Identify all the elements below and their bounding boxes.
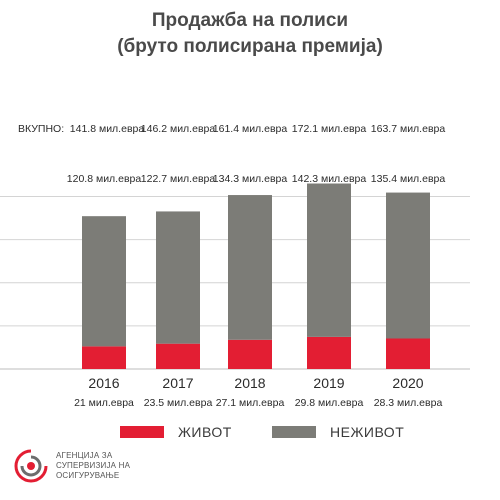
total-value-2020: 163.7 мил.евра [371, 123, 446, 135]
life-value-2019: 29.8 мил.евра [295, 397, 364, 409]
life-value-2018: 27.1 мил.евра [216, 397, 285, 409]
total-value-2017: 146.2 мил.евра [141, 123, 216, 135]
nonlife-value-2018: 134.3 мил.евра [213, 173, 288, 185]
logo-line-1: АГЕНЦИЈА ЗА [56, 451, 113, 460]
bar-nonlife-2017 [156, 211, 200, 344]
legend-label-nonlife: НЕЖИВОТ [330, 424, 405, 440]
agency-logo-icon [14, 449, 48, 483]
agency-logo: АГЕНЦИЈА ЗА СУПЕРВИЗИЈА НА ОСИГУРУВАЊЕ [14, 449, 136, 483]
nonlife-value-2020: 135.4 мил.евра [371, 173, 446, 185]
title-line-1: Продажба на полиси [151, 10, 349, 31]
total-value-2019: 172.1 мил.евра [292, 123, 367, 135]
category-label-2019: 2019 [313, 375, 344, 391]
life-value-2017: 23.5 мил.евра [144, 397, 213, 409]
nonlife-value-2019: 142.3 мил.евра [292, 173, 367, 185]
total-value-2016: 141.8 мил.евра [70, 123, 145, 135]
bar-nonlife-2019 [307, 183, 351, 337]
logo-line-2: СУПЕРВИЗИЈА НА [56, 461, 131, 470]
category-label-2018: 2018 [234, 375, 265, 391]
legend-swatch-life [120, 426, 164, 438]
bar-life-2018 [228, 339, 272, 369]
logo-line-3: ОСИГУРУВАЊЕ [56, 471, 120, 480]
bar-nonlife-2020 [386, 192, 430, 339]
bar-life-2019 [307, 336, 351, 369]
legend-label-life: ЖИВОТ [178, 424, 232, 440]
bar-nonlife-2016 [82, 216, 126, 347]
title-line-2: (бруто полисирана премија) [117, 36, 383, 57]
bar-life-2020 [386, 338, 430, 369]
total-label: ВКУПНО: [18, 123, 64, 135]
category-label-2016: 2016 [88, 375, 119, 391]
bar-life-2017 [156, 343, 200, 369]
category-label-2020: 2020 [392, 375, 423, 391]
agency-logo-text: АГЕНЦИЈА ЗА СУПЕРВИЗИЈА НА ОСИГУРУВАЊЕ [56, 451, 136, 481]
chart-title: Продажба на полиси (бруто полисирана пре… [0, 8, 500, 60]
life-value-2020: 28.3 мил.евра [374, 397, 443, 409]
life-value-2016: 21 мил.евра [74, 397, 134, 409]
total-value-2018: 161.4 мил.евра [213, 123, 288, 135]
legend-item-life: ЖИВОТ [120, 424, 232, 440]
bar-nonlife-2018 [228, 195, 272, 340]
stacked-bar-chart: ВКУПНО: 141.8 мил.евра 120.8 мил.евра 2016 2… [0, 123, 470, 409]
nonlife-value-2017: 122.7 мил.евра [141, 173, 216, 185]
legend-swatch-nonlife [272, 426, 316, 438]
nonlife-value-2016: 120.8 мил.евра [67, 173, 142, 185]
category-label-2017: 2017 [162, 375, 193, 391]
legend-item-nonlife: НЕЖИВОТ [272, 424, 404, 440]
bar-life-2016 [82, 346, 126, 369]
